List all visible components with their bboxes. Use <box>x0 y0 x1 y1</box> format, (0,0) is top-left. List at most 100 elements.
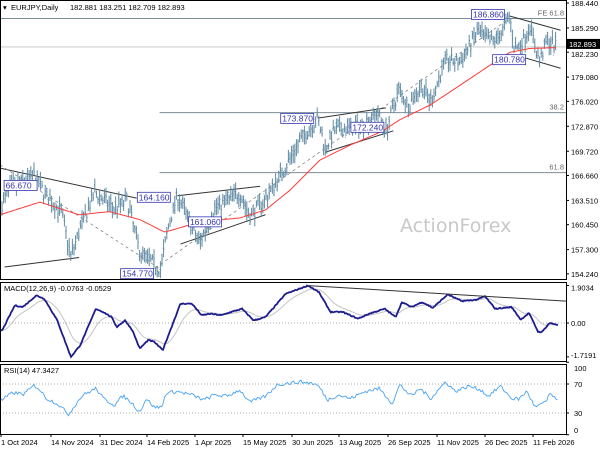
price-bar <box>204 224 206 242</box>
pivot-label: 154.770 <box>120 268 155 280</box>
price-bar <box>95 190 98 198</box>
price-bar <box>543 38 546 49</box>
price-bar <box>423 84 426 100</box>
price-bar <box>495 30 498 44</box>
pivot-label-text: 173.870 <box>282 113 313 123</box>
pivot-label-box <box>471 9 505 20</box>
pivot-label-text: 154.770 <box>122 269 153 279</box>
price-bar <box>177 198 179 212</box>
price-bar <box>202 229 205 238</box>
price-bar <box>372 107 374 120</box>
date-tick-label: 14 Feb 2025 <box>147 438 189 447</box>
price-bar <box>550 36 552 55</box>
price-bar <box>225 190 227 206</box>
rsi-tick-label: 70 <box>574 380 582 389</box>
price-bar <box>276 178 278 192</box>
price-bar <box>406 96 408 108</box>
price-bar <box>68 237 70 257</box>
price-bar <box>313 124 315 134</box>
price-bar <box>399 83 402 97</box>
price-bar <box>390 105 392 114</box>
price-bar <box>554 31 557 51</box>
price-bar <box>431 95 434 108</box>
date-tick-label: 11 Feb 2026 <box>533 438 575 447</box>
price-bar <box>414 89 416 104</box>
price-bar <box>150 253 152 262</box>
price-bar <box>36 170 38 182</box>
price-bar <box>314 116 317 128</box>
price-bar <box>266 194 269 208</box>
price-bar <box>306 130 309 140</box>
price-bar <box>553 44 555 56</box>
date-tick-label: 1 Apr 2025 <box>195 438 231 447</box>
symbol-title: EURJPY,Daily <box>11 3 59 12</box>
date-tick-label: 13 Aug 2025 <box>339 438 381 447</box>
price-bar <box>345 126 347 138</box>
price-bar <box>447 57 450 73</box>
price-bar <box>388 115 390 130</box>
price-bar <box>265 188 267 201</box>
price-bar <box>374 109 376 123</box>
price-bar <box>436 80 438 88</box>
price-bar <box>172 202 174 214</box>
price-bar <box>519 40 522 55</box>
price-bar <box>409 103 411 115</box>
price-bar <box>86 214 88 223</box>
price-tick-label: 188.440 <box>571 0 598 8</box>
price-bar <box>282 171 285 178</box>
price-bar <box>337 118 339 128</box>
price-bar <box>92 192 94 201</box>
price-bar <box>63 214 66 227</box>
pivot-label: 66.670 <box>3 180 38 191</box>
price-bar <box>479 24 482 37</box>
price-bar <box>94 178 96 193</box>
dropdown-arrow-icon[interactable]: ▾ <box>3 3 7 12</box>
price-bar <box>263 193 266 209</box>
price-bar <box>220 204 222 219</box>
price-bar <box>279 162 282 178</box>
price-bar <box>434 85 437 97</box>
price-bar <box>273 183 275 197</box>
pivot-label-text: 172.240 <box>352 122 383 132</box>
price-bar <box>446 48 448 61</box>
price-bar <box>487 28 490 41</box>
fib-level-label: FE 61.8 <box>538 9 564 18</box>
price-bar <box>542 51 544 61</box>
price-bar <box>178 194 181 213</box>
price-bar <box>82 211 85 223</box>
price-bar <box>54 202 56 219</box>
price-bar <box>289 152 291 166</box>
price-bar <box>78 228 80 242</box>
price-bar <box>46 187 48 198</box>
price-bar <box>231 188 234 202</box>
price-bar <box>500 30 502 42</box>
macd-tick-label: -1.7191 <box>571 351 596 360</box>
pivot-label-box <box>136 191 171 203</box>
price-bar <box>246 201 248 221</box>
price-bar <box>326 144 328 154</box>
price-bar <box>311 124 314 138</box>
date-tick-label: 26 Dec 2025 <box>485 438 528 447</box>
price-bar <box>551 29 554 45</box>
price-bar <box>494 36 496 49</box>
price-bar <box>218 194 221 210</box>
price-bar <box>156 266 158 278</box>
price-bar <box>81 210 83 230</box>
price-bar <box>110 193 112 213</box>
price-bar <box>30 166 32 180</box>
price-bar <box>412 91 414 105</box>
price-bar <box>201 232 203 247</box>
price-bar <box>426 88 429 104</box>
price-bar <box>185 207 187 220</box>
pivot-label-box <box>120 268 155 280</box>
trendline <box>180 214 266 245</box>
pivot-label-text: 66.670 <box>6 180 32 190</box>
price-bar <box>113 205 115 216</box>
price-bar <box>428 93 430 112</box>
pivot-label-text: 164.160 <box>139 192 170 202</box>
price-bar <box>153 249 155 269</box>
price-bar <box>511 29 514 49</box>
price-bar <box>239 194 242 207</box>
price-bar <box>148 247 150 267</box>
price-bar <box>385 117 387 134</box>
